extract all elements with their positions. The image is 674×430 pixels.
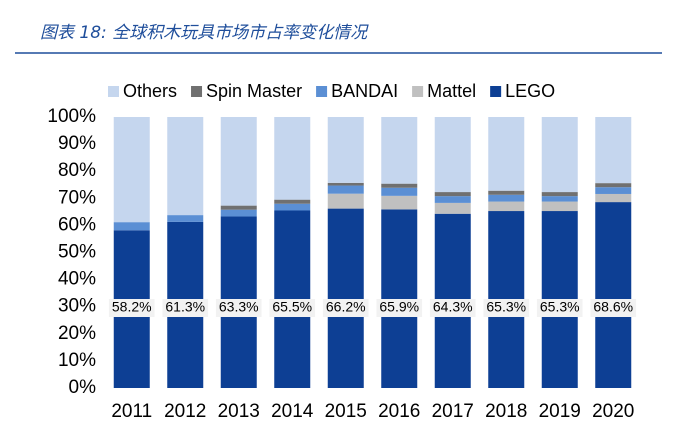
bar-segment [595, 187, 632, 194]
bar-segment [541, 117, 578, 193]
bar-segment [274, 199, 311, 204]
bar-segment [274, 117, 311, 200]
x-tick-label: 2015 [325, 401, 367, 422]
y-tick-label: 20% [58, 323, 96, 344]
bar-segment [541, 196, 578, 202]
bar-segment [381, 183, 418, 188]
x-tick-label: 2018 [485, 401, 527, 422]
bar-segment [381, 195, 418, 210]
legend-label: BANDAI [331, 81, 398, 101]
bar-segment [541, 192, 578, 197]
y-tick-label: 80% [58, 160, 96, 181]
bar-segment [488, 201, 525, 212]
legend-swatch [108, 86, 119, 97]
x-tick-label: 2017 [432, 401, 474, 422]
bar-segment [488, 190, 525, 195]
x-tick-label: 2011 [111, 401, 152, 422]
data-label-bg [376, 299, 423, 317]
data-label: 63.3% [219, 299, 259, 315]
bar-segment [434, 192, 471, 197]
data-label: 65.9% [379, 299, 419, 315]
x-tick-label: 2012 [164, 401, 206, 422]
data-label: 64.3% [433, 299, 473, 315]
bar-segment [327, 208, 364, 388]
chart-title: 图表 18: 全球积木玩具市场市占率变化情况 [40, 23, 369, 43]
data-label: 58.2% [112, 299, 152, 315]
bar-segment [595, 193, 632, 203]
y-tick-label: 90% [58, 133, 96, 154]
legend-swatch [412, 86, 424, 97]
legend-label: Mattel [427, 81, 476, 101]
x-tick-label: 2014 [271, 401, 314, 422]
y-tick-label: 70% [58, 187, 96, 208]
x-tick-label: 2020 [592, 401, 634, 422]
bar-segment [327, 182, 364, 186]
bar-segment [113, 222, 150, 231]
data-label: 65.3% [486, 299, 526, 315]
data-label-bg [483, 299, 530, 317]
data-label-bg [429, 299, 476, 317]
y-tick-label: 60% [58, 214, 96, 235]
data-label: 65.5% [272, 299, 312, 315]
bar-segment [327, 117, 364, 183]
bar-segment [541, 201, 578, 212]
y-tick-label: 100% [47, 106, 96, 127]
bar-segment [220, 205, 257, 210]
bar-segment [167, 117, 204, 216]
bar-segment [113, 117, 150, 223]
bar-segment [434, 202, 471, 214]
bar-segment [327, 193, 364, 209]
y-tick-label: 30% [58, 296, 96, 317]
bar-segment [488, 194, 525, 202]
data-label-bg [269, 299, 316, 317]
y-tick-label: 0% [69, 377, 97, 398]
legend-label: LEGO [505, 81, 555, 101]
bar-segment [167, 215, 204, 222]
legend-swatch [191, 86, 203, 97]
bar-segment [595, 117, 632, 184]
data-label-bg [322, 299, 369, 317]
data-label: 61.3% [165, 299, 205, 315]
x-tick-label: 2013 [218, 401, 260, 422]
legend-label: Others [123, 81, 177, 101]
data-label: 68.6% [593, 299, 633, 315]
bar-segment [220, 209, 257, 217]
y-tick-label: 40% [58, 269, 96, 290]
bar-segment [274, 203, 311, 211]
y-tick-label: 10% [58, 350, 96, 371]
bar-segment [381, 187, 418, 196]
legend-label: Spin Master [206, 81, 302, 101]
bar-segment [595, 183, 632, 188]
legend-swatch [490, 86, 502, 97]
bar-segment [434, 196, 471, 203]
bar-segment [434, 117, 471, 193]
x-tick-label: 2016 [378, 401, 420, 422]
y-tick-label: 50% [58, 242, 96, 263]
x-tick-label: 2019 [539, 401, 581, 422]
data-label-bg [536, 299, 583, 317]
data-label-bg [215, 299, 262, 317]
bar-segment [488, 117, 525, 191]
data-label-bg [108, 299, 155, 317]
legend-swatch [316, 86, 328, 97]
bar-segment [595, 202, 632, 388]
bar-segment [381, 117, 418, 184]
data-label-bg [162, 299, 209, 317]
bar-segment [381, 209, 418, 388]
data-label: 66.2% [326, 299, 366, 315]
data-label: 65.3% [540, 299, 580, 315]
bar-segment [327, 185, 364, 194]
data-label-bg [590, 299, 637, 317]
bar-segment [220, 117, 257, 206]
